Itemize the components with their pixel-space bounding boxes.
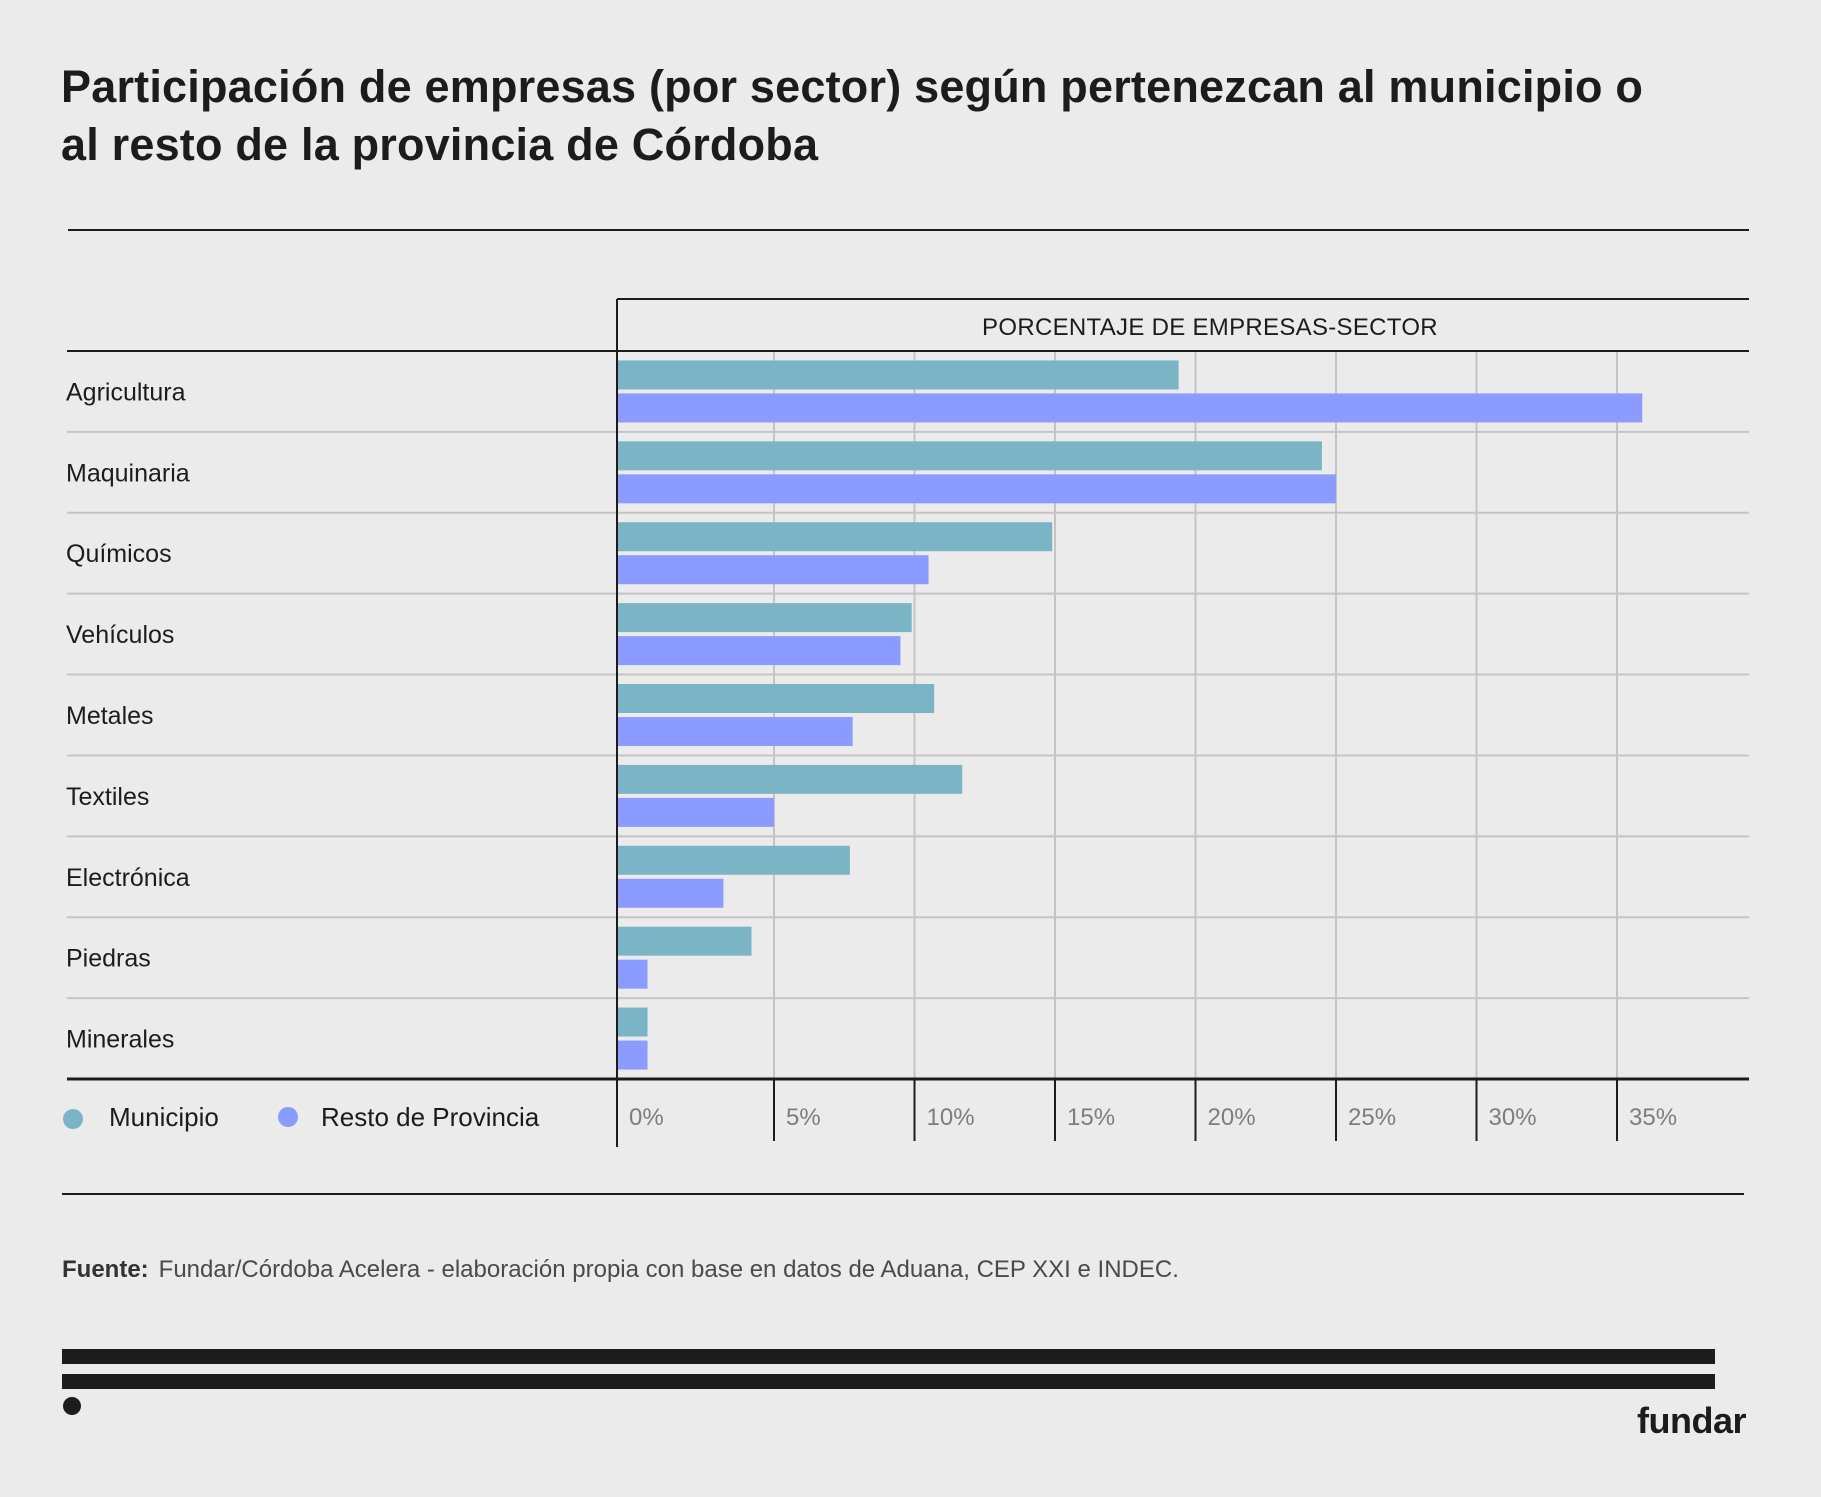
chart-header-label: PORCENTAJE DE EMPRESAS-SECTOR bbox=[982, 314, 1438, 341]
row-label: Piedras bbox=[66, 945, 151, 973]
tick-label: 10% bbox=[927, 1104, 975, 1131]
tick-label: 5% bbox=[786, 1104, 821, 1131]
bar-municipio-agricultura bbox=[618, 360, 1179, 390]
footer-bar-bottom bbox=[62, 1374, 1715, 1389]
tick-label: 35% bbox=[1629, 1104, 1677, 1131]
x-axis-ticks: 0% 5% 10% 15% 20% 25% 30% 35% bbox=[629, 1079, 1677, 1141]
bar-municipio-electrónica bbox=[618, 845, 850, 875]
bar-resto-minerales bbox=[618, 1040, 648, 1070]
bar-municipio-metales bbox=[618, 684, 935, 713]
tick-label: 30% bbox=[1489, 1104, 1537, 1131]
footer-dot-icon bbox=[63, 1397, 81, 1415]
row-label: Químicos bbox=[66, 540, 172, 568]
chart-title: Participación de empresas (por sector) s… bbox=[61, 61, 1644, 170]
row-labels: Agricultura Maquinaria Químicos Vehículos Me… bbox=[66, 378, 190, 1053]
bar-municipio-maquinaria bbox=[618, 441, 1322, 471]
legend-swatch-municipio bbox=[63, 1109, 83, 1129]
bar-municipio-químicos bbox=[618, 522, 1053, 552]
bar-resto-electrónica bbox=[618, 878, 724, 908]
legend-swatch-resto bbox=[278, 1107, 298, 1127]
row-label: Maquinaria bbox=[66, 459, 190, 487]
bar-resto-textiles bbox=[618, 797, 774, 827]
tick-label: 20% bbox=[1208, 1104, 1256, 1131]
tick-label: 15% bbox=[1067, 1104, 1115, 1131]
row-label: Vehículos bbox=[66, 621, 174, 649]
row-label: Electrónica bbox=[66, 864, 190, 892]
top-divider bbox=[68, 229, 1749, 231]
bar-chart: PORCENTAJE DE EMPRESAS-SECTOR Agricultur… bbox=[63, 298, 1749, 1147]
bar-municipio-textiles bbox=[618, 764, 963, 794]
row-label: Metales bbox=[66, 702, 154, 730]
bar-municipio-minerales bbox=[618, 1007, 648, 1037]
tick-label: 25% bbox=[1348, 1104, 1396, 1131]
bar-resto-vehículos bbox=[618, 636, 901, 666]
bottom-divider bbox=[62, 1193, 1744, 1195]
bar-resto-metales bbox=[618, 717, 853, 746]
source-text: Fundar/Córdoba Acelera - elaboración pro… bbox=[158, 1256, 1179, 1283]
bar-resto-maquinaria bbox=[618, 474, 1336, 504]
bar-municipio-vehículos bbox=[618, 603, 912, 633]
row-label: Minerales bbox=[66, 1026, 174, 1054]
tick-label: 0% bbox=[629, 1104, 664, 1131]
footer-bar-top bbox=[62, 1349, 1715, 1364]
legend-label-municipio: Municipio bbox=[109, 1102, 219, 1132]
bar-resto-agricultura bbox=[618, 393, 1643, 423]
bar-resto-químicos bbox=[618, 555, 929, 585]
grid-layer bbox=[67, 351, 1749, 1079]
row-label: Textiles bbox=[66, 783, 149, 811]
row-label: Agricultura bbox=[66, 378, 186, 406]
bars-layer bbox=[618, 360, 1643, 1070]
frame-layer bbox=[67, 298, 1749, 1147]
source-label: Fuente: bbox=[62, 1256, 149, 1283]
bar-municipio-piedras bbox=[618, 926, 752, 956]
source-note: Fuente: Fundar/Córdoba Acelera - elaborac… bbox=[62, 1256, 1179, 1284]
legend-label-resto: Resto de Provincia bbox=[321, 1102, 540, 1132]
bar-resto-piedras bbox=[618, 959, 648, 989]
fundar-logo: fundar bbox=[1637, 1400, 1747, 1441]
legend: Municipio Resto de Provincia bbox=[63, 1102, 540, 1132]
